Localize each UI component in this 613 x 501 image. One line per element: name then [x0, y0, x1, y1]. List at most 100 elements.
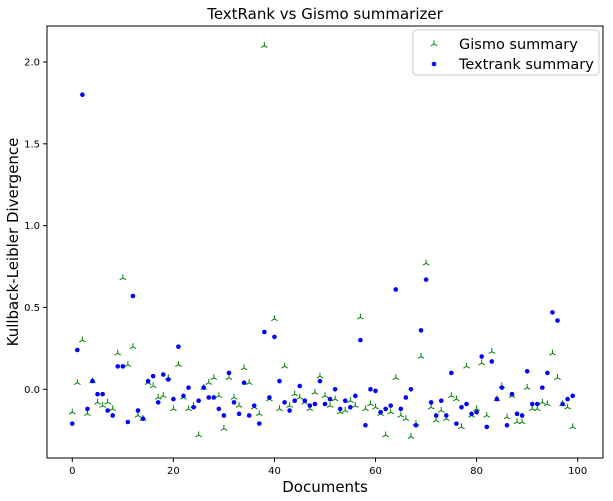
gismo-point: [367, 400, 374, 407]
gismo-point: [321, 392, 329, 399]
gismo-point: [488, 348, 496, 354]
textrank-point: [383, 406, 388, 412]
textrank-point: [267, 395, 272, 400]
textrank-point: [262, 329, 267, 335]
gismo-point: [523, 384, 531, 390]
gismo-point: [286, 402, 293, 408]
gismo-point: [387, 408, 395, 415]
textrank-point: [560, 401, 565, 407]
gismo-point: [458, 423, 465, 430]
x-tick-label: 0: [69, 466, 75, 477]
legend-label-gismo: Gismo summary: [459, 37, 578, 53]
gismo-point: [513, 418, 521, 425]
gismo-point: [159, 392, 167, 399]
textrank-point: [393, 287, 399, 292]
textrank-point: [75, 347, 80, 353]
gismo-point: [478, 359, 486, 366]
textrank-point: [176, 344, 181, 350]
gismo-point: [276, 405, 283, 412]
y-tick-label: 0.5: [24, 303, 40, 314]
y-tick-label: 0.0: [24, 385, 40, 396]
textrank-point: [130, 293, 136, 299]
y-tick-label: 2.0: [24, 58, 40, 69]
y-axis: 0.0 0.5 1.0 1.5 2.0: [24, 58, 47, 396]
gismo-point: [129, 343, 137, 349]
textrank-point: [115, 364, 121, 369]
textrank-point: [90, 378, 95, 384]
textrank-point: [282, 400, 287, 405]
textrank-point: [226, 370, 232, 376]
textrank-point: [135, 408, 141, 413]
textrank-point: [251, 403, 257, 408]
textrank-point: [428, 400, 434, 405]
gismo-point: [422, 259, 430, 266]
textrank-point: [499, 385, 505, 390]
gismo-point: [149, 382, 157, 389]
gismo-point: [538, 398, 546, 405]
gismo-point: [230, 393, 238, 400]
x-tick-label: 80: [470, 466, 483, 477]
textrank-point: [105, 408, 110, 413]
legend-marker-textrank: [431, 61, 437, 67]
textrank-point: [423, 277, 429, 282]
gismo-point: [346, 397, 354, 403]
chart-title: TextRank vs Gismo summarizer: [206, 5, 443, 23]
textrank-point: [186, 385, 191, 390]
textrank-point: [479, 354, 484, 359]
textrank-point: [211, 395, 217, 400]
gismo-point: [382, 431, 390, 438]
x-axis: 0 20 40 60 80 100: [69, 458, 587, 477]
y-tick-label: 1.5: [24, 139, 40, 150]
gismo-point: [119, 274, 127, 281]
textrank-point: [363, 422, 368, 428]
textrank-point: [378, 409, 383, 415]
gismo-point: [392, 374, 400, 381]
gismo-point: [245, 379, 253, 385]
x-tick-label: 20: [167, 466, 180, 477]
textrank-point: [368, 386, 373, 392]
textrank-point: [221, 413, 227, 418]
x-tick-label: 100: [568, 466, 587, 477]
textrank-point: [408, 386, 414, 392]
gismo-point: [235, 402, 243, 408]
gismo-point: [104, 398, 112, 405]
textrank-point: [540, 385, 545, 390]
gismo-point: [407, 433, 415, 439]
textrank-point: [358, 337, 363, 343]
textrank-point: [287, 408, 292, 413]
gismo-point: [372, 403, 379, 410]
data-points: [68, 42, 577, 439]
textrank-point: [236, 411, 242, 417]
gismo-point: [357, 313, 364, 320]
gismo-point: [79, 336, 86, 343]
x-tick-label: 40: [268, 466, 281, 477]
textrank-point: [534, 401, 540, 407]
textrank-point: [484, 424, 490, 430]
textrank-point: [332, 386, 338, 392]
textrank-point: [504, 422, 510, 428]
gismo-point: [447, 392, 455, 399]
x-tick-label: 60: [369, 466, 382, 477]
gismo-point: [397, 411, 405, 418]
gismo-point: [341, 406, 349, 413]
gismo-point: [255, 410, 263, 417]
gismo-point: [351, 402, 359, 408]
textrank-point: [85, 406, 90, 412]
legend-box: [412, 29, 600, 76]
gismo-point: [569, 423, 577, 430]
textrank-point: [489, 359, 495, 364]
textrank-point: [454, 421, 459, 426]
textrank-point: [519, 413, 525, 418]
gismo-point: [518, 418, 526, 425]
textrank-point: [464, 401, 469, 407]
textrank-point: [337, 406, 343, 412]
gismo-point: [220, 424, 228, 431]
gismo-point: [453, 395, 460, 402]
textrank-point: [459, 404, 464, 410]
textrank-point: [69, 421, 75, 426]
textrank-point: [201, 385, 206, 390]
gismo-point: [316, 372, 324, 379]
gismo-point: [154, 393, 162, 400]
textrank-point: [433, 413, 439, 418]
gismo-point: [291, 390, 299, 397]
